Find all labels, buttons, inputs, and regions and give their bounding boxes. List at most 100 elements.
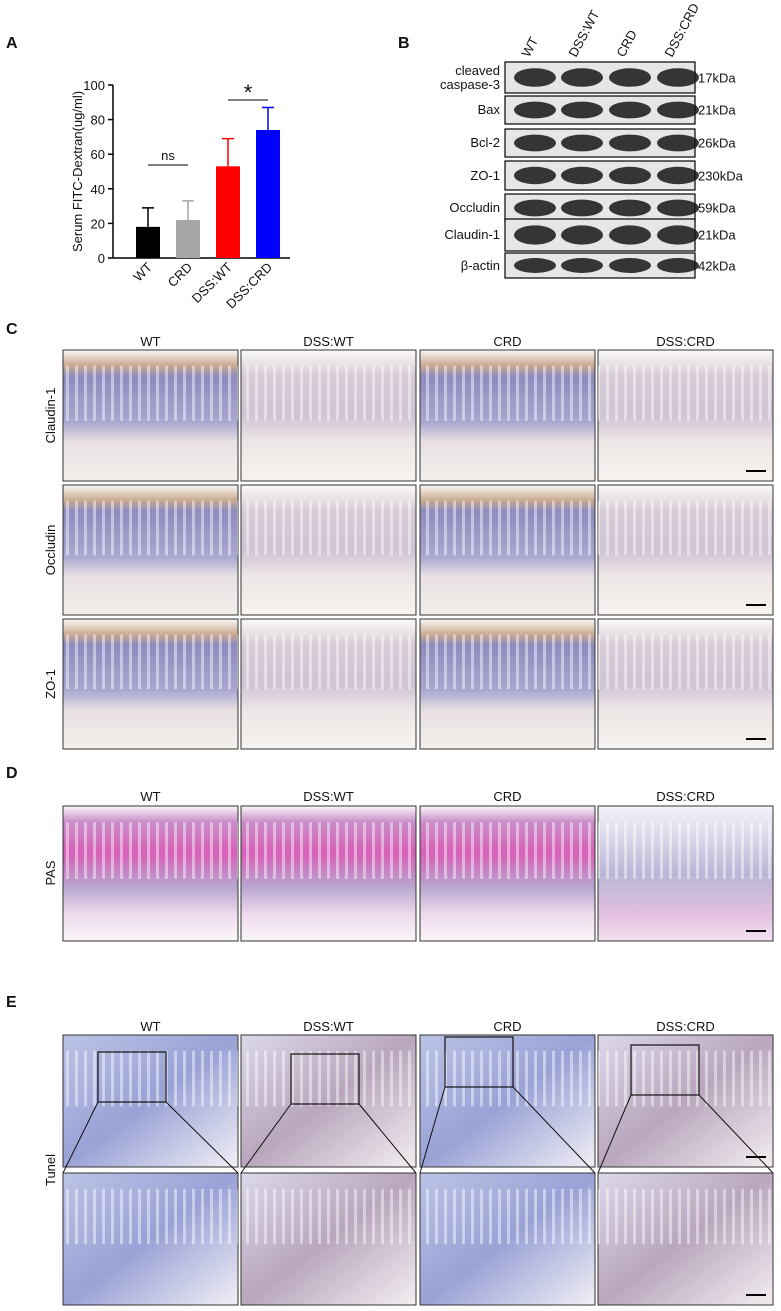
micrograph-texture	[241, 634, 416, 690]
zoom-line	[165, 1101, 239, 1174]
y-tick-label: 40	[91, 182, 105, 197]
zoom-line	[597, 1094, 632, 1174]
blot-band	[561, 199, 603, 217]
blot-band	[609, 134, 651, 152]
row-label: ZO-1	[43, 669, 58, 699]
blot-band	[657, 225, 699, 245]
blot-size-label: 21kDa	[698, 227, 736, 243]
column-label: WT	[140, 1019, 160, 1034]
blot-band	[561, 225, 603, 245]
error-bar	[222, 137, 234, 167]
column-label: DSS:CRD	[656, 334, 715, 349]
blot-band	[514, 225, 556, 245]
blot-band	[657, 258, 699, 273]
micrograph-texture	[241, 1050, 416, 1107]
micrograph-texture	[420, 1188, 595, 1245]
bar	[136, 226, 160, 258]
x-tick-label: WT	[130, 259, 155, 284]
micrograph-texture	[63, 1050, 238, 1107]
error-bar	[262, 106, 274, 130]
zoom-box	[630, 1044, 700, 1096]
blot-size-label: 26kDa	[698, 135, 736, 151]
micrograph-texture	[241, 365, 416, 421]
y-tick-label: 60	[91, 147, 105, 162]
column-label: WT	[140, 334, 160, 349]
column-label: DSS:WT	[303, 334, 354, 349]
row-label: Tunel	[43, 1154, 58, 1186]
bar	[256, 129, 280, 258]
blot-band	[609, 199, 651, 217]
significance-label: *	[244, 80, 253, 105]
micrograph-texture	[420, 365, 595, 421]
y-tick-label: 80	[91, 113, 105, 128]
micrograph-texture	[241, 500, 416, 556]
blot-band	[657, 199, 699, 217]
significance-label: ns	[161, 148, 175, 163]
zoom-line	[419, 1086, 446, 1174]
blot-size-label: 230kDa	[698, 168, 743, 183]
blot-band	[609, 166, 651, 185]
column-label: WT	[140, 789, 160, 804]
blot-band	[561, 166, 603, 185]
bar	[216, 166, 240, 258]
column-label: CRD	[493, 334, 521, 349]
zoom-line	[240, 1103, 292, 1174]
blot-protein-label: cleaved caspase-3	[440, 62, 500, 92]
column-label: CRD	[493, 789, 521, 804]
blot-band	[514, 68, 556, 87]
blot-band	[561, 68, 603, 87]
micrograph-texture	[598, 500, 773, 556]
blot-band	[609, 68, 651, 87]
blot-band	[609, 101, 651, 119]
blot-band	[514, 166, 556, 185]
blot-protein-label: ZO-1	[470, 167, 500, 183]
zoom-line	[698, 1094, 774, 1174]
blot-protein-label: Bax	[477, 102, 500, 117]
blot-band	[657, 134, 699, 152]
zoom-line	[62, 1101, 99, 1174]
micrograph-texture	[241, 1188, 416, 1245]
micrograph-texture	[63, 365, 238, 421]
blot-band	[609, 225, 651, 245]
column-label: DSS:WT	[303, 789, 354, 804]
error-bar	[182, 200, 194, 220]
micrograph-texture	[420, 500, 595, 556]
blot-band	[657, 166, 699, 185]
blot-size-label: 59kDa	[698, 200, 736, 216]
blot-protein-label: β-actin	[460, 257, 500, 273]
micrograph-texture	[598, 1050, 773, 1107]
micrograph-texture	[63, 634, 238, 690]
column-label: DSS:CRD	[656, 1019, 715, 1034]
blot-band	[514, 199, 556, 217]
blot-size-label: 17kDa	[698, 70, 736, 85]
blot-band	[514, 101, 556, 119]
blot-size-label: 42kDa	[698, 258, 736, 273]
x-tick-label: CRD	[165, 260, 196, 291]
blot-column-label: DSS:CRD	[661, 1, 702, 60]
blot-band	[657, 68, 699, 87]
blot-band	[561, 101, 603, 119]
panel-label: B	[398, 35, 410, 52]
y-tick-label: 20	[91, 216, 105, 231]
micrograph-texture	[420, 822, 595, 879]
y-tick-label: 100	[83, 78, 105, 93]
blot-column-label: WT	[518, 34, 541, 59]
panel-label: E	[6, 994, 17, 1011]
blot-column-label: DSS:WT	[565, 8, 602, 60]
blot-column-label: CRD	[613, 27, 639, 59]
column-label: DSS:WT	[303, 1019, 354, 1034]
micrograph-texture	[598, 634, 773, 690]
blot-band	[657, 101, 699, 119]
blot-band	[514, 134, 556, 152]
blot-protein-label: Bcl-2	[470, 135, 500, 150]
blot-band	[609, 258, 651, 273]
panel-label: A	[6, 35, 18, 52]
panel-label: D	[6, 765, 18, 782]
zoom-line	[512, 1086, 596, 1174]
blot-band	[561, 258, 603, 273]
row-label: Occludin	[43, 525, 58, 576]
zoom-box	[290, 1053, 360, 1105]
y-axis-label: Serum FITC-Dextran(ug/ml)	[70, 91, 85, 252]
